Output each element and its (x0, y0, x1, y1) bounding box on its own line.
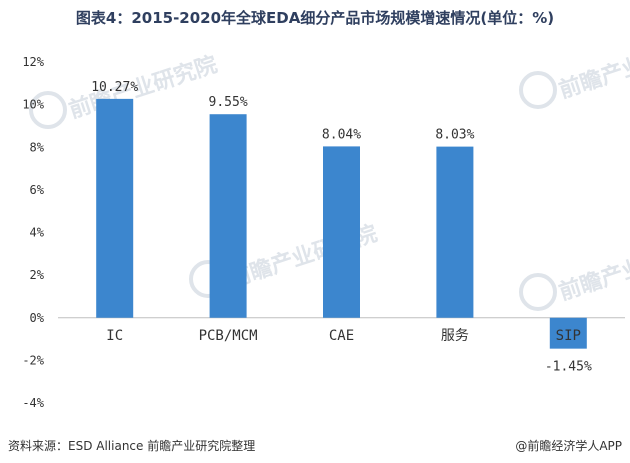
watermark-logo (519, 273, 557, 311)
watermark-text: 前瞻产业研究院 (556, 31, 630, 103)
watermark-text: 前瞻产业研究院 (66, 51, 221, 123)
category-label: 服务 (441, 328, 469, 344)
y-tick-label: -2% (22, 353, 44, 367)
credit-note: @前瞻经济学人APP (515, 439, 622, 453)
watermark-logo (29, 91, 67, 129)
y-tick-label: -4% (22, 396, 44, 410)
source-note: 资料来源：ESD Alliance 前瞻产业研究院整理 (8, 439, 256, 453)
category-label: IC (106, 328, 123, 344)
chart-title: 图表4：2015-2020年全球EDA细分产品市场规模增速情况(单位：%) (75, 9, 555, 27)
bar-1 (209, 114, 247, 318)
category-label: SIP (556, 328, 581, 344)
bar-2 (323, 146, 360, 318)
watermark-logo (519, 71, 557, 109)
data-label: -1.45% (545, 360, 592, 375)
bar-0 (96, 98, 134, 318)
data-label: 8.04% (322, 127, 361, 142)
y-tick-label: 4% (30, 226, 45, 240)
data-label: 8.03% (435, 128, 474, 143)
watermark-text: 前瞻产业研究院 (556, 233, 630, 305)
y-tick-label: 12% (22, 55, 44, 69)
bar-3 (436, 146, 474, 318)
bar-4 (549, 317, 587, 349)
y-tick-label: 8% (30, 140, 45, 154)
category-label: PCB/MCM (199, 328, 258, 344)
y-tick-label: 2% (30, 268, 45, 282)
y-tick-label: 6% (30, 183, 45, 197)
data-label: 9.55% (209, 95, 248, 110)
data-label: 10.27% (91, 80, 138, 95)
category-label: CAE (329, 328, 354, 344)
y-tick-label: 0% (30, 311, 45, 325)
y-tick-label: 10% (22, 98, 44, 112)
